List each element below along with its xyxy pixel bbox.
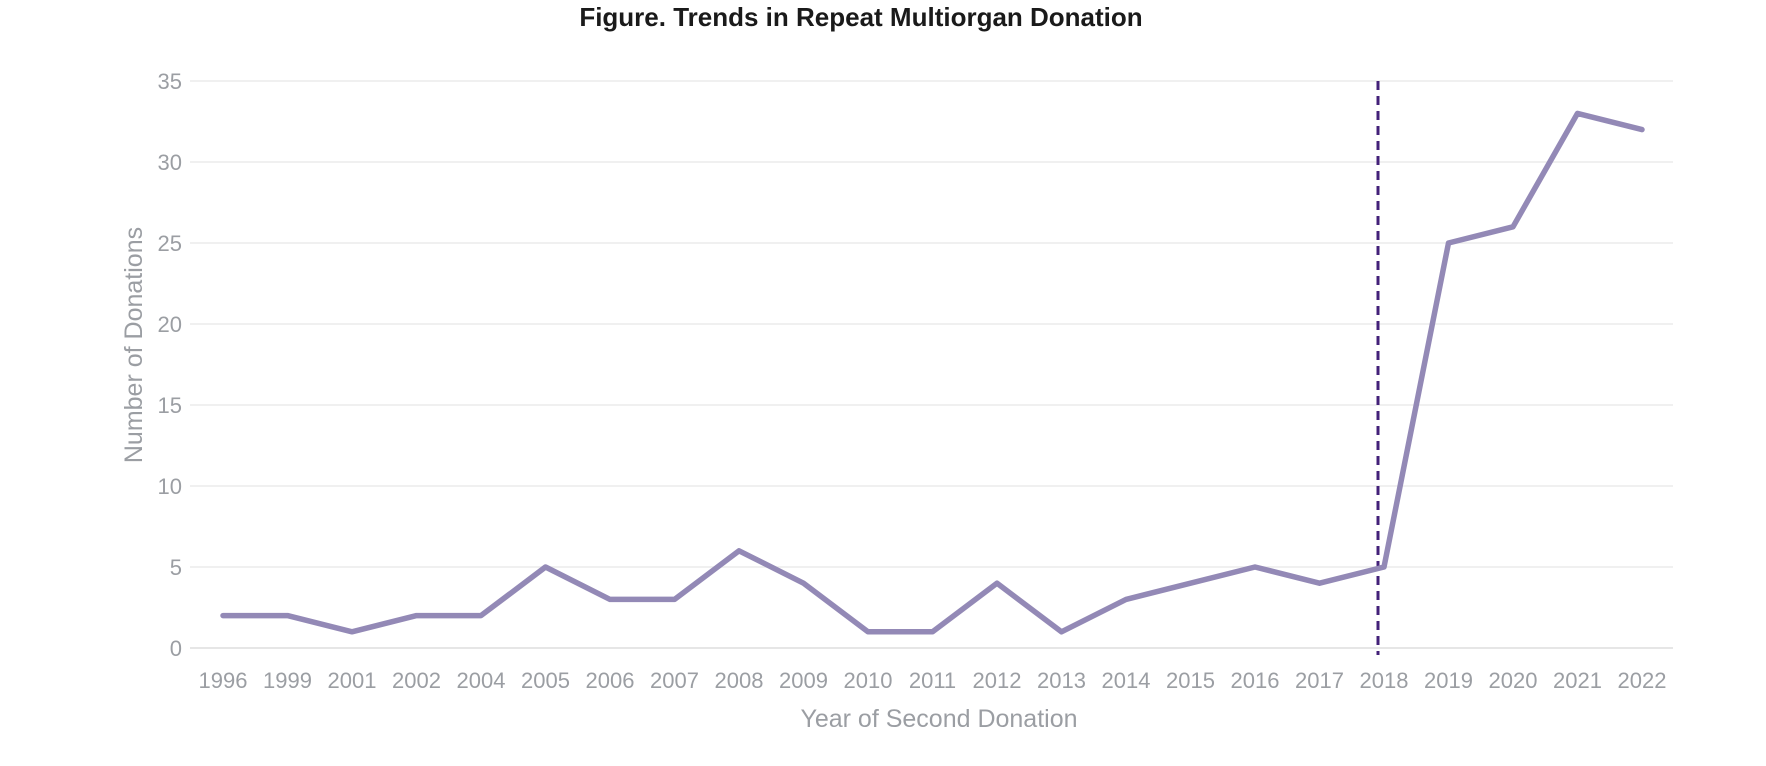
y-tick-label-5: 5 [170, 555, 182, 580]
chart-title: Figure. Trends in Repeat Multiorgan Dona… [579, 2, 1142, 32]
x-tick-label-2016: 2016 [1231, 668, 1280, 693]
x-tick-label-2007: 2007 [650, 668, 699, 693]
y-tick-label-25: 25 [158, 231, 182, 256]
y-axis-title: Number of Donations [120, 227, 148, 463]
x-tick-label-2017: 2017 [1295, 668, 1344, 693]
x-tick-label-2002: 2002 [392, 668, 441, 693]
x-axis-title: Year of Second Donation [800, 705, 1077, 733]
x-tick-label-2008: 2008 [715, 668, 764, 693]
x-tick-label-2019: 2019 [1424, 668, 1473, 693]
y-tick-label-10: 10 [158, 474, 182, 499]
x-tick-label-2013: 2013 [1037, 668, 1086, 693]
y-tick-label-35: 35 [158, 69, 182, 94]
x-tick-label-2015: 2015 [1166, 668, 1215, 693]
x-axis-tick-labels: 1996 1999 2001 2002 2004 2005 2006 2007 2008 2009… [199, 668, 1667, 693]
x-tick-label-2010: 2010 [844, 668, 893, 693]
x-tick-label-2022: 2022 [1618, 668, 1667, 693]
x-tick-label-2018: 2018 [1360, 668, 1409, 693]
y-tick-label-0: 0 [170, 636, 182, 661]
x-tick-label-2001: 2001 [328, 668, 377, 693]
y-tick-label-20: 20 [158, 312, 182, 337]
x-tick-label-2020: 2020 [1489, 668, 1538, 693]
x-tick-label-1996: 1996 [199, 668, 248, 693]
y-axis-tick-labels: 0 5 10 15 20 25 30 35 [158, 69, 182, 661]
donations-series-line [220, 110, 1645, 635]
y-tick-label-15: 15 [158, 393, 182, 418]
x-tick-label-2021: 2021 [1553, 668, 1602, 693]
x-tick-label-2004: 2004 [457, 668, 506, 693]
y-tick-label-30: 30 [158, 150, 182, 175]
x-tick-label-1999: 1999 [263, 668, 312, 693]
x-tick-label-2009: 2009 [779, 668, 828, 693]
x-tick-label-2006: 2006 [586, 668, 635, 693]
x-tick-label-2012: 2012 [973, 668, 1022, 693]
x-tick-label-2011: 2011 [909, 668, 956, 693]
x-tick-label-2005: 2005 [521, 668, 570, 693]
x-tick-label-2014: 2014 [1102, 668, 1151, 693]
gridlines [190, 80, 1673, 649]
